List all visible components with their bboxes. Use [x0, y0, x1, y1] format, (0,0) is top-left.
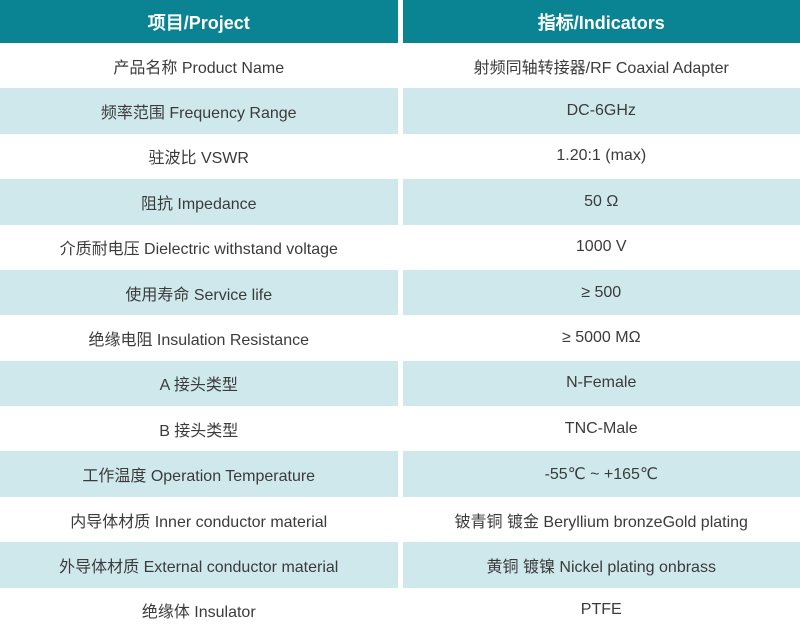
project-cell: A 接头类型 — [0, 360, 398, 407]
indicator-cell: DC-6GHz — [402, 88, 800, 134]
project-cell: 绝缘体 Insulator — [0, 587, 398, 633]
indicator-cell: 铍青铜 镀金 Beryllium bronzeGold plating — [402, 496, 800, 543]
indicator-cell: 射频同轴转接器/RF Coaxial Adapter — [402, 43, 800, 89]
project-cell: 阻抗 Impedance — [0, 179, 398, 225]
indicator-cell: ≥ 500 — [402, 269, 800, 316]
indicator-cell: N-Female — [402, 360, 800, 407]
indicator-cell: 1.20:1 (max) — [402, 133, 800, 180]
header-cell-project: 项目/Project — [0, 0, 398, 43]
indicator-cell: 1000 V — [402, 224, 800, 270]
project-cell: B 接头类型 — [0, 406, 398, 452]
project-cell: 工作温度 Operation Temperature — [0, 451, 398, 497]
project-cell: 介质耐电压 Dielectric withstand voltage — [0, 224, 398, 270]
project-cell: 频率范围 Frequency Range — [0, 88, 398, 134]
indicator-cell: PTFE — [402, 587, 800, 633]
indicator-cell: ≥ 5000 MΩ — [402, 315, 800, 361]
project-cell: 内导体材质 Inner conductor material — [0, 496, 398, 543]
header-cell-indicators: 指标/Indicators — [402, 0, 800, 43]
indicator-cell: 黄铜 镀镍 Nickel plating onbrass — [402, 542, 800, 588]
indicator-cell: 50 Ω — [402, 179, 800, 225]
project-cell: 外导体材质 External conductor material — [0, 542, 398, 588]
indicator-cell: TNC-Male — [402, 406, 800, 452]
project-cell: 驻波比 VSWR — [0, 133, 398, 180]
project-cell: 使用寿命 Service life — [0, 269, 398, 316]
project-cell: 产品名称 Product Name — [0, 43, 398, 89]
indicator-cell: -55℃ ~ +165℃ — [402, 451, 800, 497]
project-cell: 绝缘电阻 Insulation Resistance — [0, 315, 398, 361]
